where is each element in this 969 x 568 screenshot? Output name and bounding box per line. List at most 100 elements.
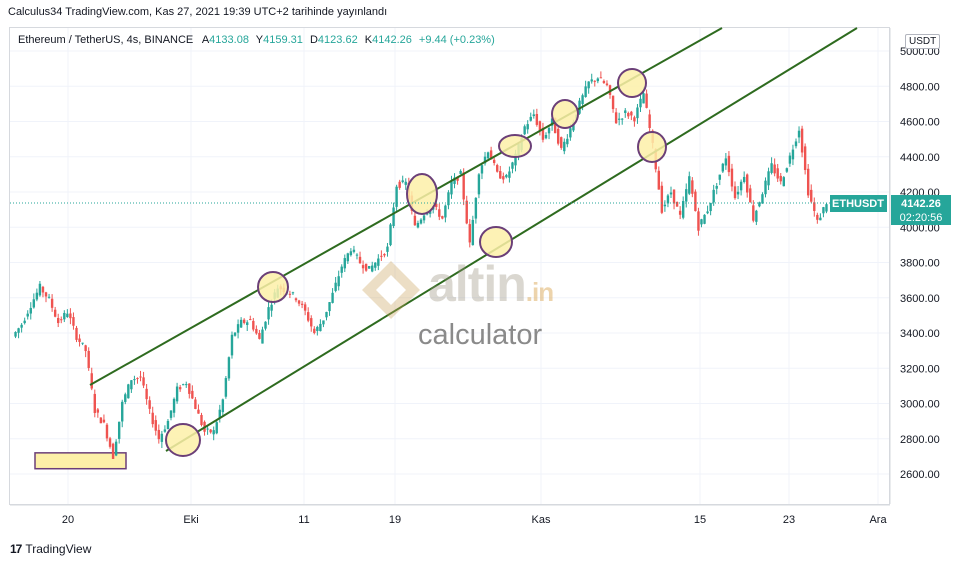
candle-body bbox=[249, 319, 252, 321]
candle-body bbox=[377, 258, 380, 266]
candle-body bbox=[599, 77, 603, 79]
candle-body bbox=[529, 116, 532, 121]
candle-body bbox=[419, 219, 423, 224]
symbol-tag: ETHUSDT bbox=[832, 198, 884, 210]
candle-body bbox=[114, 441, 118, 456]
candle-body bbox=[87, 350, 90, 368]
candle-body bbox=[303, 304, 307, 311]
candle-body bbox=[358, 256, 362, 264]
candle-body bbox=[767, 171, 770, 186]
currency-button[interactable]: USDT bbox=[905, 34, 941, 49]
candle-body bbox=[587, 81, 590, 89]
candle-body bbox=[657, 170, 660, 190]
candle-body bbox=[462, 172, 465, 200]
footer-branding: 17 TradingView bbox=[10, 542, 91, 556]
candle-body bbox=[459, 170, 462, 174]
candle-body bbox=[456, 176, 459, 181]
candle-body bbox=[624, 110, 627, 113]
candle-body bbox=[367, 266, 371, 269]
candle-body bbox=[553, 118, 557, 134]
candle-body bbox=[169, 410, 173, 418]
candle-body bbox=[139, 376, 142, 378]
highlight-ellipse bbox=[498, 134, 532, 158]
watermark-logo-icon bbox=[362, 261, 420, 319]
candle-body bbox=[151, 412, 154, 425]
candle-body bbox=[142, 377, 145, 386]
candle-body bbox=[681, 201, 685, 218]
candle-body bbox=[242, 319, 246, 323]
x-tick-label: 23 bbox=[783, 514, 795, 526]
candle-body bbox=[255, 328, 258, 334]
y-tick-label: 3600.00 bbox=[900, 293, 940, 305]
x-tick-label: 20 bbox=[62, 514, 74, 526]
candle-body bbox=[69, 313, 72, 319]
symbol-tag-bg bbox=[830, 195, 887, 212]
candle-body bbox=[117, 421, 121, 439]
symbol-title: Ethereum / TetherUS, 4s, BINANCE bbox=[18, 34, 194, 46]
candle-body bbox=[669, 192, 673, 195]
candle-body bbox=[380, 255, 383, 257]
candle-body bbox=[825, 204, 828, 212]
candle-body bbox=[514, 153, 517, 166]
candle-body bbox=[364, 263, 368, 271]
candle-body bbox=[322, 320, 325, 325]
candle-body bbox=[194, 399, 197, 409]
candle-body bbox=[447, 192, 450, 206]
candle-body bbox=[413, 215, 417, 226]
candle-body bbox=[105, 424, 109, 439]
candle-body bbox=[124, 394, 127, 402]
candle-body bbox=[224, 378, 228, 397]
candle-body bbox=[544, 134, 548, 139]
candle-body bbox=[502, 176, 505, 180]
candle-body bbox=[685, 189, 688, 202]
candle-body bbox=[157, 429, 161, 440]
candle-body bbox=[349, 251, 353, 256]
candle-body bbox=[163, 429, 167, 432]
candle-body bbox=[258, 332, 261, 339]
candle-body bbox=[166, 420, 170, 430]
candle-body bbox=[328, 302, 331, 312]
candle-body bbox=[486, 152, 490, 159]
candle-body bbox=[563, 141, 566, 152]
candle-body bbox=[471, 219, 475, 246]
candle-body bbox=[57, 317, 60, 324]
candle-body bbox=[60, 319, 63, 321]
candle-body bbox=[758, 202, 761, 207]
tradingview-logo-icon: 17 bbox=[10, 542, 22, 556]
candle-body bbox=[185, 384, 188, 386]
candle-body bbox=[197, 409, 200, 414]
highlight-ellipse bbox=[257, 271, 289, 303]
highlight-ellipse bbox=[165, 423, 201, 457]
candle-body bbox=[236, 324, 240, 333]
candle-body bbox=[178, 387, 182, 390]
candle-body bbox=[331, 292, 334, 303]
open-value: 4133.08 bbox=[209, 34, 249, 46]
candle-body bbox=[221, 399, 225, 413]
candle-body bbox=[547, 128, 551, 134]
watermark-brand: altin.in bbox=[428, 256, 554, 312]
y-tick-label: 4800.00 bbox=[900, 81, 940, 93]
candle-body bbox=[316, 326, 319, 332]
candle-body bbox=[340, 266, 343, 273]
candle-body bbox=[99, 417, 103, 424]
candle-body bbox=[383, 254, 386, 256]
candle-body bbox=[761, 194, 764, 204]
candle-body bbox=[511, 162, 514, 169]
candle-body bbox=[291, 292, 295, 294]
candle-body bbox=[81, 342, 84, 344]
candle-body bbox=[401, 180, 404, 183]
candle-body bbox=[541, 127, 545, 140]
candle-body bbox=[337, 276, 340, 287]
candle-body bbox=[806, 168, 810, 196]
candle-body bbox=[791, 149, 795, 160]
candle-body bbox=[770, 163, 773, 173]
candle-body bbox=[230, 334, 234, 356]
candle-body bbox=[782, 177, 785, 187]
candle-body bbox=[816, 214, 819, 220]
highlight-ellipse bbox=[637, 131, 667, 163]
footer-name: TradingView bbox=[25, 542, 92, 556]
candle-body bbox=[145, 388, 148, 400]
candle-body bbox=[29, 307, 32, 314]
highlight-ellipse bbox=[551, 99, 579, 129]
